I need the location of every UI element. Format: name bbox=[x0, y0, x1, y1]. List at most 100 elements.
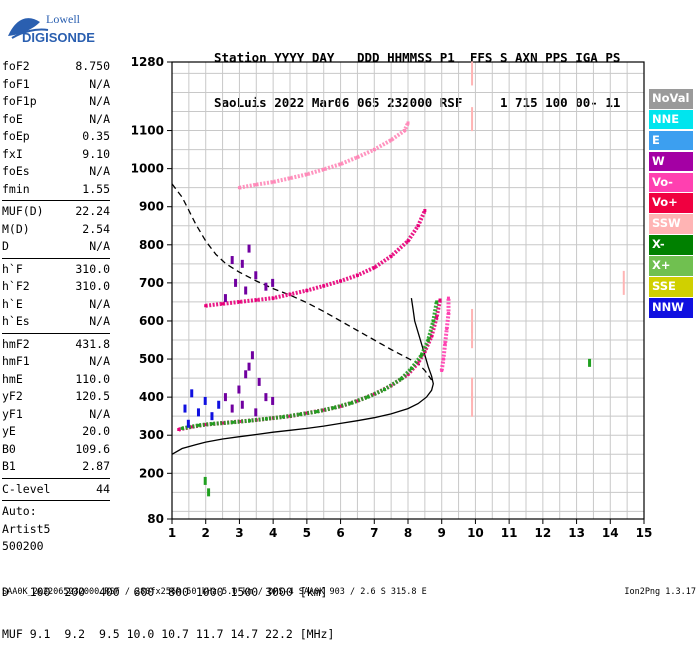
echo-point bbox=[221, 421, 225, 425]
param-separator bbox=[2, 200, 110, 201]
x-tick-label: 15 bbox=[636, 526, 653, 540]
echo-point bbox=[430, 334, 434, 338]
muf-d-label: D bbox=[2, 585, 9, 599]
param-value: N/A bbox=[89, 296, 110, 311]
param-label: h`Es bbox=[2, 314, 30, 328]
echo-point bbox=[339, 279, 343, 283]
legend-item-nnw: NNW bbox=[649, 297, 693, 318]
header-row-1: Station YYYY DAY DDD HHMMSS P1 FFS S AXN… bbox=[214, 50, 621, 65]
param-label: yE bbox=[2, 424, 16, 438]
x-tick-label: 1 bbox=[168, 526, 176, 540]
param-label: hmE bbox=[2, 371, 23, 386]
legend-item-e: E bbox=[649, 130, 693, 151]
muf-table: D 100 200 400 600 800 1000 1500 3000 [km… bbox=[2, 557, 334, 655]
param-row-hf2: h`F2 310.0 bbox=[2, 278, 110, 296]
echo-point bbox=[471, 377, 474, 402]
echo-point bbox=[399, 377, 403, 381]
param-value: N/A bbox=[89, 354, 110, 368]
echo-point bbox=[435, 300, 439, 304]
echo-point bbox=[403, 129, 407, 133]
echo-point bbox=[244, 370, 248, 379]
muf-distance-row: D 100 200 400 600 800 1000 1500 3000 [km… bbox=[2, 585, 334, 599]
echo-point bbox=[588, 358, 592, 367]
param-label: foEs bbox=[2, 164, 30, 178]
echo-point bbox=[423, 209, 427, 213]
echo-point bbox=[271, 180, 275, 184]
profile-dashed-curve bbox=[171, 183, 433, 381]
param-row-clevel: C-level 44 bbox=[2, 481, 110, 499]
profile-curve bbox=[171, 298, 434, 455]
param-value: 120.5 bbox=[75, 389, 110, 403]
echo-point bbox=[254, 298, 258, 302]
echo-point bbox=[248, 419, 252, 423]
param-label: hmF1 bbox=[2, 354, 30, 368]
parameters-panel: foF2 8.750 foF1 N/A foF1p N/A foE N/A foEp 0.35 fx… bbox=[2, 58, 110, 556]
x-tick-label: 14 bbox=[602, 526, 619, 540]
legend-item-sse: SSE bbox=[649, 277, 693, 297]
param-value: 1.55 bbox=[82, 181, 110, 196]
echo-point bbox=[223, 294, 227, 303]
echo-point bbox=[234, 278, 238, 287]
echo-trace bbox=[178, 299, 442, 432]
param-label: foF1p bbox=[2, 94, 37, 108]
param-label: foF2 bbox=[2, 59, 30, 73]
echo-point bbox=[250, 351, 254, 360]
echo-point bbox=[389, 138, 393, 142]
param-row-hf: h`F 310.0 bbox=[2, 261, 110, 279]
legend-item-xplus: X+ bbox=[649, 256, 693, 276]
param-separator bbox=[2, 477, 110, 479]
echo-point bbox=[372, 266, 376, 270]
echo-point bbox=[230, 404, 234, 413]
param-label: M(D) bbox=[2, 221, 30, 236]
echo-point bbox=[190, 425, 194, 429]
param-label: D bbox=[2, 239, 9, 253]
x-tick-label: 8 bbox=[404, 526, 412, 540]
echo-point bbox=[186, 419, 190, 428]
x-tick-label: 12 bbox=[535, 526, 552, 540]
muf-values: 9.1 9.2 9.5 10.0 10.7 11.7 14.7 22.2 bbox=[22, 627, 293, 641]
x-tick-label: 9 bbox=[438, 526, 446, 540]
legend-item-vominus: Vo- bbox=[649, 172, 693, 193]
y-tick-label: 200 bbox=[139, 466, 164, 480]
param-value: N/A bbox=[89, 239, 110, 253]
param-row-mufd: MUF(D) 22.24 bbox=[2, 203, 110, 221]
y-tick-label: 400 bbox=[139, 390, 164, 404]
echo-point bbox=[230, 256, 234, 265]
param-label: hmF2 bbox=[2, 336, 30, 351]
param-row-hes: h`Es N/A bbox=[2, 313, 110, 331]
param-label: h`E bbox=[2, 296, 23, 311]
echo-point bbox=[271, 396, 275, 405]
footer-info: SAA0K_2022065232000.RSF / 280fx256h 50 k… bbox=[2, 587, 427, 597]
param-row-foe: foE N/A bbox=[2, 111, 110, 129]
echo-point bbox=[305, 289, 309, 292]
version-label: Ion2Png 1.3.17 bbox=[624, 587, 696, 597]
echo-point bbox=[409, 367, 413, 371]
echo-point bbox=[288, 292, 292, 296]
echo-point bbox=[180, 426, 184, 430]
legend-item-ssw: SSW bbox=[649, 214, 693, 234]
echo-point bbox=[288, 176, 292, 180]
param-value: 431.8 bbox=[75, 336, 110, 351]
echo-point bbox=[203, 396, 207, 405]
y-tick-label: 700 bbox=[139, 276, 164, 290]
echo-point bbox=[332, 406, 336, 410]
x-tick-label: 10 bbox=[467, 526, 484, 540]
echo-point bbox=[471, 324, 474, 349]
echo-point bbox=[247, 362, 251, 371]
param-row-hmf1: hmF1 N/A bbox=[2, 353, 110, 371]
param-label: yF2 bbox=[2, 389, 23, 403]
legend-item-voplus: Vo+ bbox=[649, 193, 693, 214]
echo-point bbox=[281, 415, 285, 419]
legend-item-nne: NNE bbox=[649, 109, 693, 130]
param-row-b1: B1 2.87 bbox=[2, 458, 110, 476]
echo-point bbox=[339, 162, 343, 166]
echo-point bbox=[237, 186, 241, 190]
param-label: fxI bbox=[2, 146, 23, 161]
echo-point bbox=[204, 304, 208, 308]
param-value: 0.35 bbox=[82, 129, 110, 143]
echo-point bbox=[471, 308, 474, 333]
echo-point bbox=[355, 399, 359, 403]
param-value: N/A bbox=[89, 111, 110, 126]
param-separator bbox=[2, 257, 110, 259]
param-value: 8.750 bbox=[75, 59, 110, 73]
